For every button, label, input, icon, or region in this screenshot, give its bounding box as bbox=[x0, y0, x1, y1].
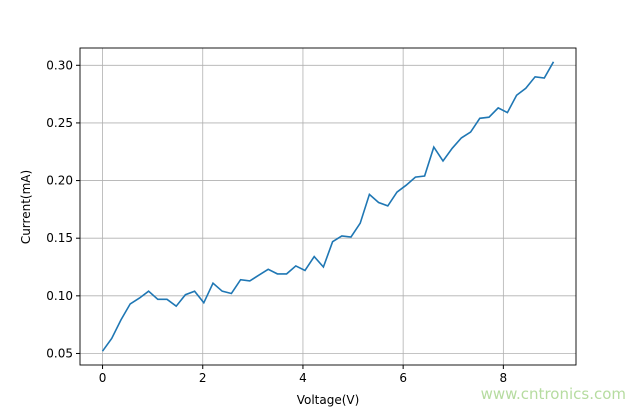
y-tick-label: 0.10 bbox=[46, 289, 73, 303]
y-axis-label: Current(mA) bbox=[19, 170, 33, 244]
x-axis-label: Voltage(V) bbox=[297, 393, 360, 407]
watermark: www.cntronics.com bbox=[480, 385, 626, 403]
y-tick-label: 0.20 bbox=[46, 174, 73, 188]
y-tick-label: 0.25 bbox=[46, 116, 73, 130]
data-series-line bbox=[101, 61, 555, 352]
y-tick-label: 0.05 bbox=[46, 346, 73, 360]
x-tick-label: 6 bbox=[399, 371, 407, 385]
x-tick-label: 4 bbox=[299, 371, 307, 385]
plot-frame bbox=[79, 47, 577, 366]
y-tick-label: 0.30 bbox=[46, 58, 73, 72]
x-tick-label: 2 bbox=[199, 371, 207, 385]
y-tick-label: 0.15 bbox=[46, 231, 73, 245]
x-tick-label: 8 bbox=[500, 371, 508, 385]
x-tick-label: 0 bbox=[99, 371, 107, 385]
